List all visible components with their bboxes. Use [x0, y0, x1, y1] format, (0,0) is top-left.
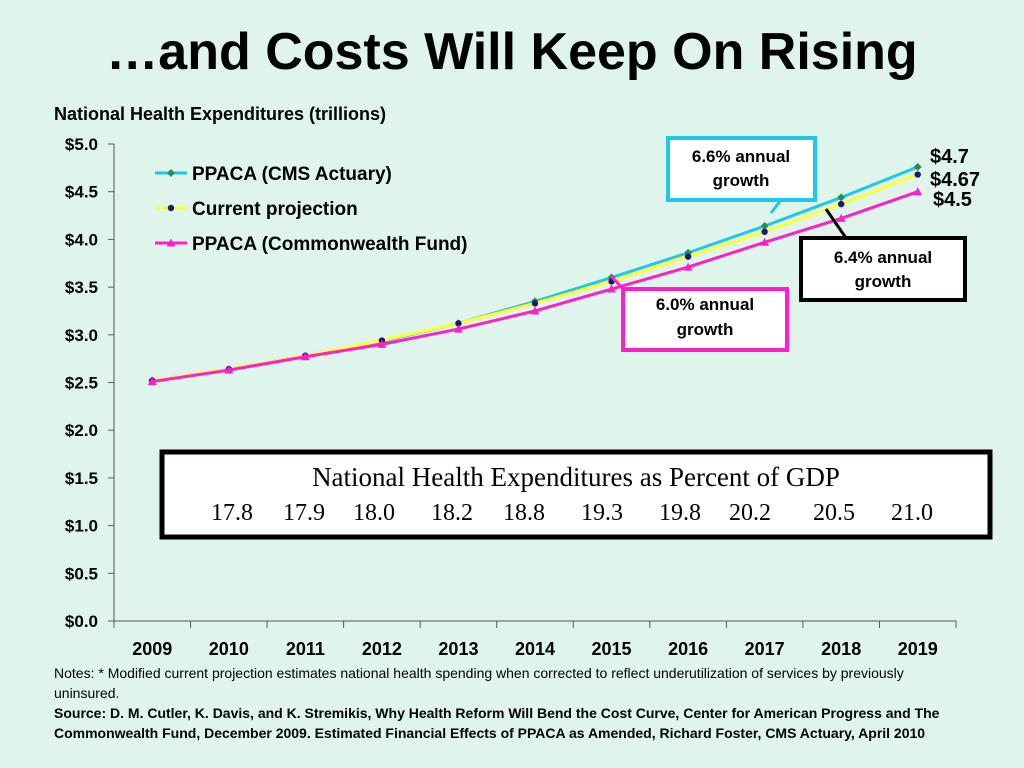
- gdp-box: [159, 449, 993, 540]
- end-value-label: $4.7: [930, 146, 969, 168]
- x-tick-label: 2011: [286, 639, 325, 659]
- gdp-value: 20.2: [729, 500, 771, 526]
- growth-callout-box: [621, 287, 789, 352]
- data-point: [837, 200, 845, 208]
- gdp-box-title: National Health Expenditures as Percent …: [312, 462, 840, 492]
- y-tick-label: $5.0: [65, 135, 98, 154]
- data-point: [683, 262, 693, 271]
- y-tick-label: $4.0: [65, 230, 98, 249]
- y-tick-label: $1.5: [65, 469, 98, 488]
- y-tick-label: $4.5: [65, 183, 98, 202]
- x-tick-label: 2016: [668, 639, 708, 659]
- y-tick-label: $1.0: [65, 517, 98, 536]
- data-point: [455, 320, 462, 327]
- slide-title: …and Costs Will Keep On Rising: [106, 23, 918, 81]
- data-point: [531, 300, 539, 307]
- gdp-value: 19.8: [659, 500, 701, 526]
- x-tick-label: 2012: [362, 639, 402, 659]
- x-tick-label: 2010: [209, 639, 249, 659]
- gdp-value: 20.5: [813, 500, 855, 526]
- data-point: [761, 228, 768, 235]
- callout-text: 6.6% annual: [692, 147, 790, 166]
- data-point: [914, 171, 921, 178]
- data-point: [147, 377, 157, 386]
- legend-marker: [167, 204, 175, 212]
- gdp-value: 17.8: [211, 500, 253, 526]
- notes-text: Notes: * Modified current projection est…: [54, 665, 904, 701]
- data-point: [760, 237, 770, 246]
- callout-text: growth: [677, 320, 734, 339]
- gdp-value: 18.2: [431, 500, 473, 526]
- x-tick-label: 2013: [438, 639, 478, 659]
- end-value-label: $4.67: [930, 169, 980, 191]
- gdp-value: 19.3: [581, 500, 623, 526]
- y-tick-label: $2.5: [65, 374, 98, 393]
- legend-label: PPACA (CMS Actuary): [192, 164, 392, 185]
- growth-callout-box: [666, 136, 817, 202]
- data-point: [684, 253, 692, 260]
- legend-label: PPACA (Commonwealth Fund): [192, 234, 467, 255]
- callout-pointer: [769, 199, 783, 214]
- legend-marker: [167, 169, 175, 177]
- data-point: [300, 352, 310, 361]
- chart-title: National Health Expenditures (trillions): [54, 104, 386, 124]
- data-point: [760, 222, 769, 231]
- notes-section: Notes: * Modified current projection est…: [54, 663, 954, 743]
- callout-text: 6.0% annual: [656, 295, 754, 314]
- callout-pointer: [824, 208, 848, 239]
- callout-text: growth: [855, 272, 912, 291]
- y-tick-label: $3.5: [65, 278, 98, 297]
- legend-label: Current projection: [192, 199, 358, 220]
- x-tick-label: 2014: [515, 639, 555, 659]
- y-tick-label: $0.5: [65, 564, 98, 583]
- x-tick-label: 2017: [745, 639, 785, 659]
- gdp-value: 18.0: [353, 500, 395, 526]
- growth-callout-box: [799, 236, 967, 302]
- data-point: [837, 193, 846, 202]
- x-tick-label: 2018: [821, 639, 861, 659]
- y-tick-label: $2.0: [65, 421, 98, 440]
- callout-pointer: [609, 274, 625, 291]
- callout-text: growth: [713, 171, 770, 190]
- data-point: [377, 339, 387, 348]
- gdp-value: 21.0: [891, 500, 933, 526]
- gdp-value: 18.8: [503, 500, 545, 526]
- x-tick-label: 2015: [592, 639, 632, 659]
- y-tick-label: $0.0: [65, 612, 98, 631]
- callout-text: 6.4% annual: [834, 248, 932, 267]
- source-text: Source: D. M. Cutler, K. Davis, and K. S…: [54, 705, 940, 741]
- data-point: [913, 162, 922, 171]
- data-point: [607, 284, 617, 293]
- end-value-label: $4.5: [933, 189, 972, 211]
- data-point: [224, 365, 234, 374]
- data-point: [453, 324, 463, 333]
- legend-marker: [166, 238, 176, 247]
- data-point: [684, 248, 693, 257]
- data-point: [530, 306, 540, 315]
- x-tick-label: 2009: [132, 639, 172, 659]
- data-point: [913, 187, 923, 196]
- data-point: [836, 213, 846, 222]
- y-tick-label: $3.0: [65, 326, 98, 345]
- gdp-value: 17.9: [283, 500, 325, 526]
- x-tick-label: 2019: [898, 639, 938, 659]
